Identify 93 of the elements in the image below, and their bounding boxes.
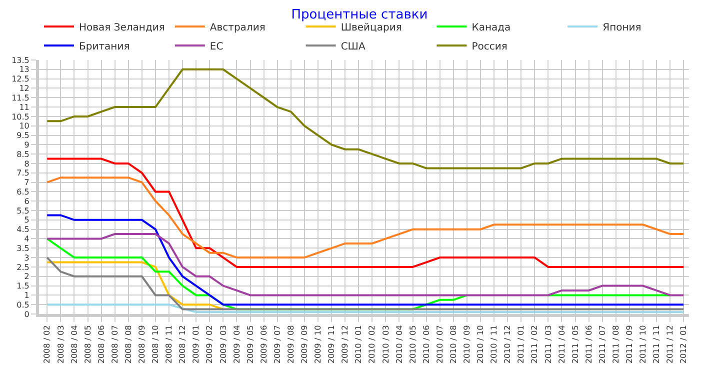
line-series [46, 261, 224, 310]
x-tick-label: 2010 / 02 [368, 325, 377, 364]
x-tick-label: 2010 / 04 [394, 325, 404, 364]
legend-label: Швейцария [340, 22, 402, 34]
x-tick-label: 2009 / 05 [246, 325, 255, 364]
x-tick-label: 2011 / 01 [516, 325, 526, 364]
y-tick-label: 0.5 [16, 300, 30, 310]
x-tick-label: 2009 / 11 [327, 325, 336, 364]
x-tick-label: 2009 / 01 [192, 325, 201, 364]
x-tick-label: 2009 / 12 [340, 325, 350, 364]
legend-label: ЕС [210, 41, 224, 52]
x-tick-label: 2009 / 07 [272, 325, 282, 364]
y-tick-label: 6.5 [16, 188, 30, 196]
y-tick-label: 12 [19, 84, 30, 94]
x-tick-label: 2010 / 09 [462, 325, 472, 364]
y-tick-label: 2 [24, 272, 30, 282]
x-tick-label: 2009 / 08 [286, 325, 296, 364]
y-tick-label: 7 [24, 178, 30, 188]
y-tick-label: 8 [24, 159, 30, 168]
x-tick-label: 2008 / 07 [110, 325, 120, 364]
y-tick-label: 4 [24, 234, 30, 244]
y-tick-label: 7.5 [16, 168, 30, 178]
y-tick-label: 13 [19, 65, 30, 74]
y-tick-label: 1.5 [16, 282, 30, 291]
x-tick-label: 2010 / 11 [490, 325, 499, 364]
chart-title: Процентные ставки [291, 8, 428, 22]
x-tick-label: 2010 / 06 [422, 325, 431, 364]
legend-label: Новая Зеландия [79, 22, 165, 34]
x-tick-label: 2010 / 07 [435, 325, 444, 364]
x-tick-label: 2011 / 11 [652, 325, 662, 364]
x-tick-label: 2009 / 09 [300, 325, 310, 364]
legend-label: Канада [472, 22, 511, 34]
x-tick-label: 2008 / 11 [164, 325, 174, 364]
x-tick-label: 2010 / 01 [354, 325, 364, 364]
line-series [46, 176, 685, 259]
x-tick-label: 2010 / 05 [408, 325, 418, 364]
y-tick-label: 12.5 [12, 74, 30, 84]
x-tick-label: 2011 / 09 [625, 325, 634, 364]
x-tick-label: 2011 / 02 [530, 325, 540, 364]
x-tick-label: 2009 / 04 [232, 325, 242, 364]
y-tick-label: 13.5 [12, 56, 30, 65]
line-series [46, 158, 685, 268]
x-tick-label: 2008 / 09 [138, 325, 147, 364]
legend-label: США [340, 41, 366, 52]
y-tick-label: 3.5 [16, 244, 30, 253]
x-tick-label: 2010 / 12 [503, 325, 512, 364]
y-tick-label: 9 [24, 140, 30, 150]
y-tick-label: 10.5 [12, 112, 30, 122]
line-series [46, 233, 685, 296]
x-tick-label: 2011 / 05 [570, 325, 580, 364]
x-tick-label: 2012 / 01 [679, 325, 688, 364]
x-tick-label: 2010 / 08 [448, 325, 458, 364]
x-tick-label: 2008 / 05 [83, 325, 92, 364]
x-tick-label: 2011 / 12 [666, 325, 675, 364]
x-tick-label: 2010 / 03 [381, 325, 390, 364]
x-tick-label: 2008 / 10 [151, 325, 160, 364]
x-tick-label: 2008 / 06 [96, 325, 106, 364]
x-tick-label: 2009 / 06 [259, 325, 268, 364]
x-tick-label: 2011 / 03 [544, 325, 553, 364]
x-tick-label: 2009 / 02 [205, 325, 214, 364]
y-tick-label: 6 [24, 196, 30, 206]
x-tick-label: 2008 / 08 [124, 325, 133, 364]
y-tick-label: 0 [24, 310, 30, 319]
x-tick-label: 2009 / 10 [314, 325, 323, 364]
x-tick-label: 2011 / 06 [584, 325, 594, 364]
x-tick-label: 2008 / 04 [70, 325, 79, 364]
x-tick-label: 2009 / 03 [218, 325, 228, 364]
y-tick-label: 4.5 [16, 225, 30, 234]
x-tick-label: 2008 / 12 [178, 325, 188, 364]
y-tick-label: 9.5 [16, 131, 30, 140]
legend-label: Россия [472, 41, 508, 52]
x-tick-label: 2011 / 04 [557, 325, 566, 364]
x-tick-label: 2011 / 10 [638, 325, 648, 364]
line-series [46, 214, 685, 306]
x-tick-label: 2010 / 10 [476, 325, 486, 364]
y-tick-label: 11 [19, 102, 30, 112]
y-tick-label: 2.5 [16, 262, 30, 272]
x-tick-label: 2011 / 08 [611, 325, 620, 364]
y-tick-label: 3 [24, 253, 30, 262]
legend-label: Британия [79, 41, 130, 52]
line-series [46, 256, 685, 310]
legend-label: Австралия [210, 22, 266, 34]
x-tick-label: 2008 / 03 [56, 325, 66, 364]
y-tick-label: 5 [24, 216, 30, 225]
y-tick-label: 1 [24, 290, 30, 300]
y-tick-label: 11.5 [12, 93, 30, 102]
x-tick-label: 2008 / 02 [42, 325, 52, 364]
line-series [46, 68, 685, 170]
y-tick-label: 8.5 [16, 150, 30, 159]
y-tick-label: 10 [19, 122, 30, 131]
x-tick-label: 2011 / 07 [598, 325, 607, 364]
legend-label: Япония [602, 22, 642, 34]
y-tick-label: 5.5 [16, 206, 30, 216]
